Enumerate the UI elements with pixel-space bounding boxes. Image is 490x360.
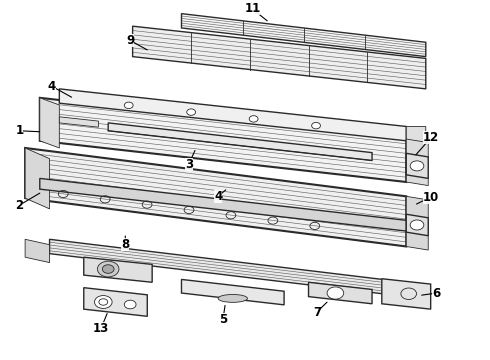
- Text: 10: 10: [422, 190, 439, 203]
- Circle shape: [312, 122, 320, 129]
- Polygon shape: [181, 14, 426, 57]
- Text: 4: 4: [48, 80, 56, 93]
- Circle shape: [98, 261, 119, 277]
- Circle shape: [410, 220, 424, 230]
- Polygon shape: [84, 288, 147, 316]
- Polygon shape: [406, 153, 428, 179]
- Text: 8: 8: [121, 238, 129, 251]
- Polygon shape: [25, 148, 49, 209]
- Polygon shape: [181, 279, 284, 305]
- Polygon shape: [25, 148, 406, 247]
- Text: 9: 9: [126, 34, 134, 47]
- Circle shape: [124, 300, 136, 309]
- Circle shape: [124, 102, 133, 109]
- Text: 1: 1: [15, 124, 24, 137]
- Polygon shape: [382, 279, 431, 309]
- Text: 3: 3: [185, 158, 193, 171]
- Text: 11: 11: [244, 3, 261, 15]
- Polygon shape: [40, 98, 406, 182]
- Circle shape: [102, 265, 114, 273]
- Polygon shape: [59, 117, 98, 127]
- Polygon shape: [49, 239, 406, 297]
- Circle shape: [95, 296, 112, 309]
- Polygon shape: [40, 179, 406, 231]
- Circle shape: [410, 161, 424, 171]
- Polygon shape: [406, 126, 426, 144]
- Circle shape: [187, 109, 196, 115]
- Polygon shape: [406, 214, 428, 236]
- Polygon shape: [406, 196, 428, 250]
- Text: 7: 7: [313, 306, 321, 319]
- Text: 13: 13: [93, 322, 109, 336]
- Polygon shape: [406, 139, 428, 185]
- Polygon shape: [59, 89, 406, 141]
- Polygon shape: [84, 257, 152, 282]
- Polygon shape: [108, 123, 372, 161]
- Text: 5: 5: [219, 313, 227, 326]
- Text: 2: 2: [15, 199, 24, 212]
- Polygon shape: [309, 282, 372, 304]
- Text: 4: 4: [214, 190, 222, 203]
- Polygon shape: [133, 26, 426, 89]
- Circle shape: [249, 116, 258, 122]
- Polygon shape: [25, 239, 49, 262]
- Text: 6: 6: [432, 287, 441, 300]
- Polygon shape: [40, 98, 59, 148]
- Circle shape: [327, 287, 343, 299]
- Text: 12: 12: [422, 131, 439, 144]
- Ellipse shape: [218, 294, 247, 302]
